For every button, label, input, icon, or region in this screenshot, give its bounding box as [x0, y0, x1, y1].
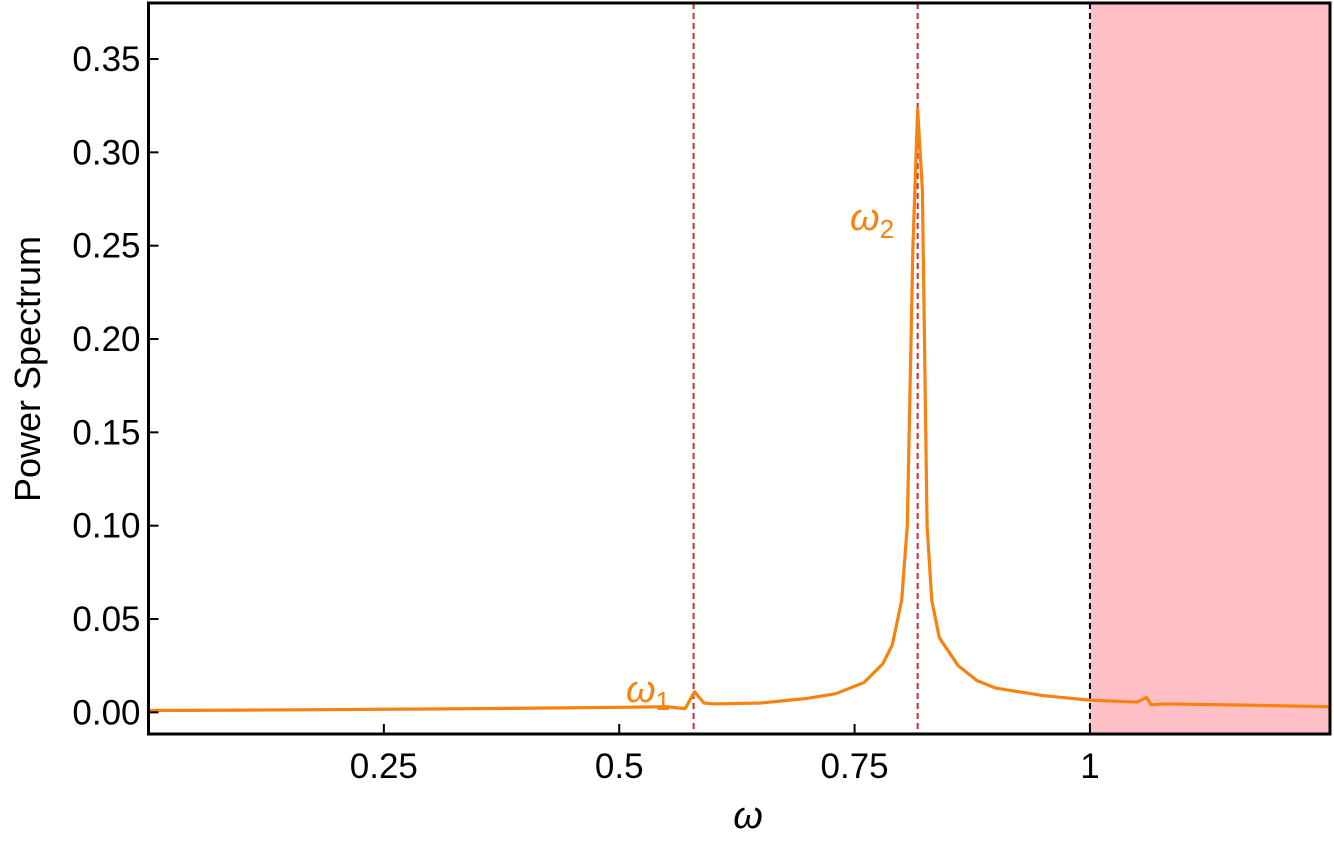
annotation: ω2 [850, 197, 894, 244]
annotation-subscript: 2 [880, 214, 894, 244]
plot-frame [147, 1, 1332, 736]
x-tick-label: 0.25 [350, 747, 418, 786]
x-tick-label: 1 [1080, 747, 1099, 786]
y-tick-label: 0.25 [72, 227, 140, 266]
annotation-symbol: ω [850, 197, 880, 239]
x-tick-label: 0.5 [595, 747, 644, 786]
annotation: ω1 [626, 669, 670, 716]
y-tick-label: 0.30 [72, 133, 140, 172]
y-axis-label: Power Spectrum [7, 236, 48, 502]
x-tick-label: 0.75 [821, 747, 889, 786]
x-axis-label: ω [733, 795, 763, 837]
annotation-symbol: ω [626, 669, 656, 711]
y-tick-label: 0.20 [72, 320, 140, 359]
shaded-region [1089, 3, 1330, 734]
y-tick-label: 0.35 [72, 40, 140, 79]
data-line [148, 107, 1331, 713]
y-tick-label: 0.05 [72, 600, 140, 639]
y-tick-label: 0.10 [72, 507, 140, 546]
y-tick-label: 0.00 [72, 693, 140, 732]
annotation-subscript: 1 [656, 686, 670, 716]
y-tick-label: 0.15 [72, 413, 140, 452]
